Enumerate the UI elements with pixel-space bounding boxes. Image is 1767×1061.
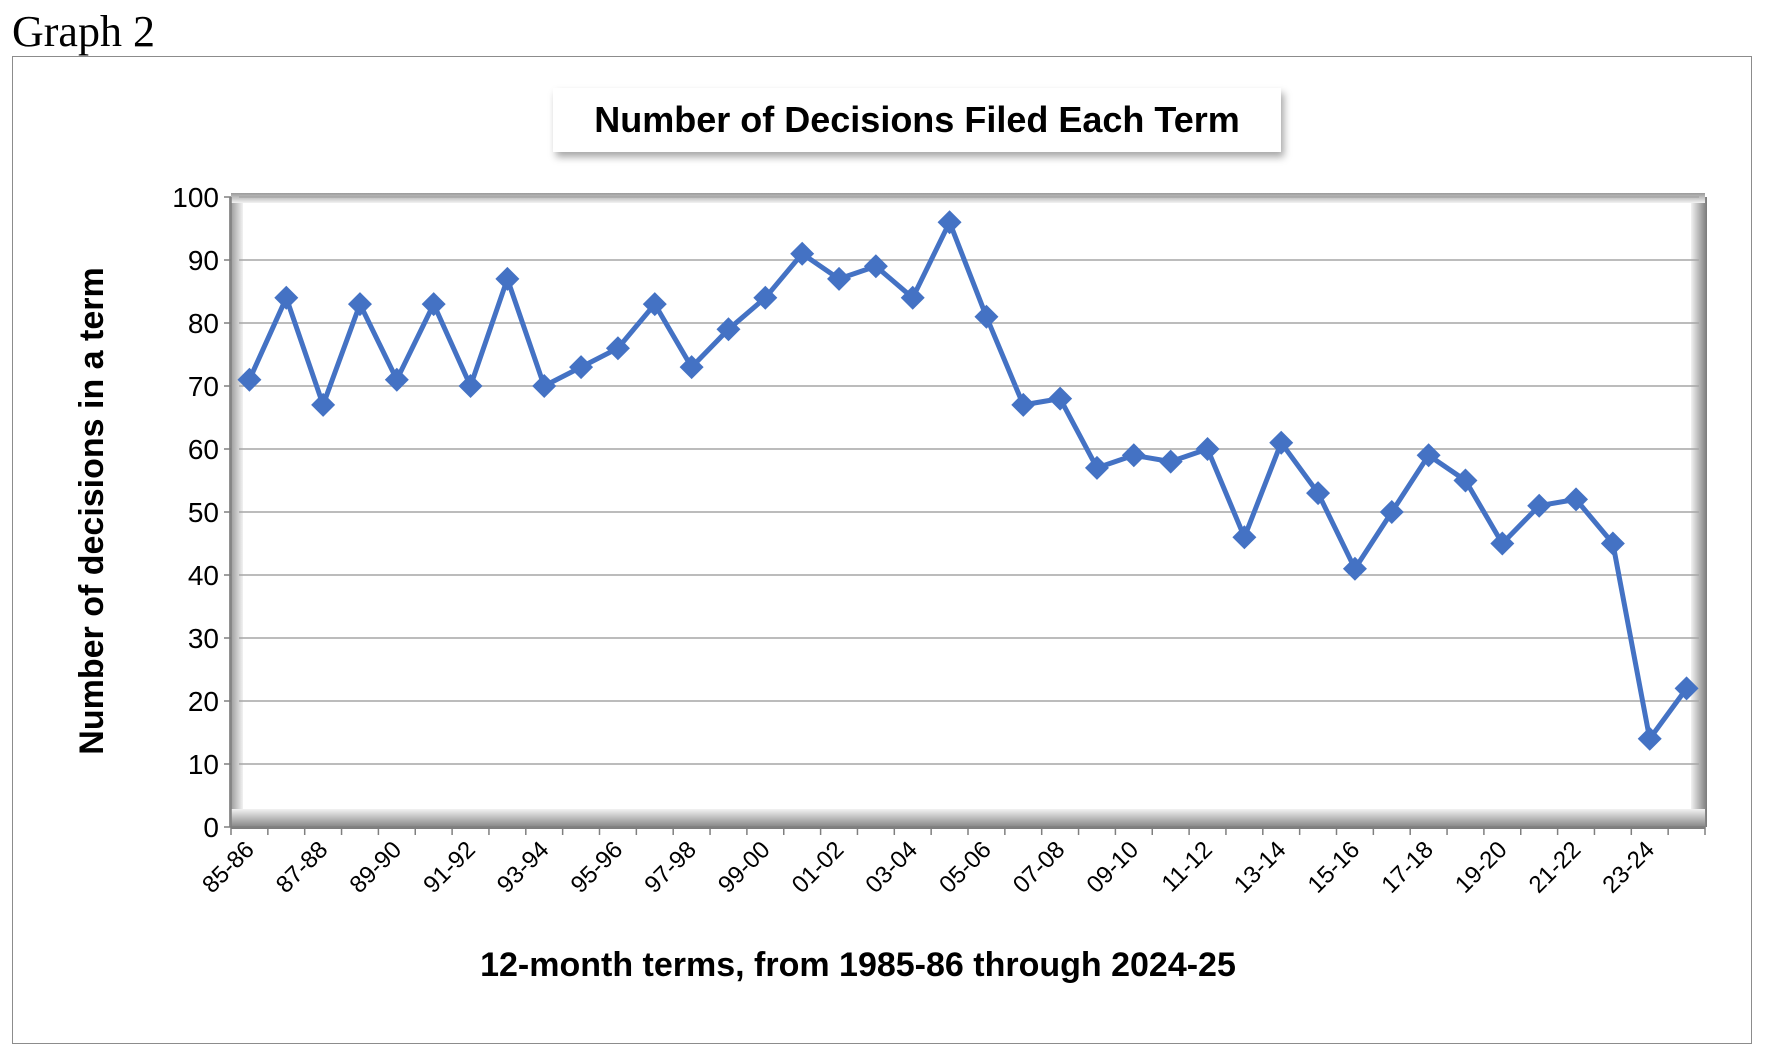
- plot-bevel-bottom: [231, 809, 1705, 829]
- data-point-marker: [458, 374, 483, 398]
- data-point-marker: [863, 254, 888, 279]
- data-point-marker: [790, 241, 815, 266]
- y-tick-label: 40: [188, 560, 219, 591]
- plot-bevel-left: [229, 197, 243, 827]
- x-tick-label: 09-10: [1082, 836, 1145, 899]
- data-point-marker: [753, 285, 778, 310]
- chart-title-box: Number of Decisions Filed Each Term: [553, 88, 1281, 152]
- y-tick-label: 30: [188, 623, 219, 654]
- x-tick-label: 11-12: [1157, 836, 1218, 897]
- x-tick-label: 97-98: [639, 836, 702, 899]
- data-point-marker: [716, 317, 741, 342]
- data-point-marker: [347, 292, 372, 317]
- chart-frame: [12, 56, 1752, 1044]
- graph-label: Graph 2: [12, 7, 155, 56]
- x-tick-label: 15-16: [1303, 836, 1366, 899]
- y-tick-label: 60: [188, 434, 219, 465]
- x-tick-label: 91-92: [418, 836, 481, 899]
- data-point-marker: [1121, 443, 1146, 468]
- y-tick-label: 10: [188, 749, 219, 780]
- data-point-marker: [827, 266, 852, 291]
- data-point-marker: [1637, 726, 1662, 751]
- y-axis-ticks: 0 10 20 30 40 50 60 70 80 90 100: [172, 182, 231, 843]
- x-tick-label: 07-08: [1008, 836, 1071, 899]
- chart-title: Number of Decisions Filed Each Term: [594, 99, 1240, 140]
- plot-bevel-top: [231, 193, 1705, 203]
- x-tick-label: 99-00: [713, 836, 776, 899]
- data-point-marker: [1084, 455, 1109, 480]
- x-tick-label: 95-96: [566, 836, 629, 899]
- x-tick-label: 01-02: [787, 836, 850, 899]
- data-point-marker: [495, 266, 520, 291]
- series-line: [247, 219, 1689, 742]
- y-tick-label: 20: [188, 686, 219, 717]
- data-point-marker: [1527, 493, 1552, 518]
- data-point-marker: [384, 367, 409, 392]
- data-point-marker: [274, 285, 299, 310]
- data-point-marker: [421, 292, 446, 317]
- data-point-marker: [605, 336, 630, 361]
- data-point-marker: [532, 374, 557, 398]
- data-point-marker: [1048, 386, 1073, 411]
- data-point-marker: [1195, 437, 1220, 461]
- data-point-marker: [679, 355, 704, 380]
- data-point-marker: [1416, 443, 1441, 468]
- data-point-marker: [1564, 487, 1589, 512]
- data-point-marker: [974, 304, 999, 329]
- x-tick-label: 87-88: [271, 836, 334, 899]
- x-tick-label: 93-94: [492, 836, 555, 899]
- data-point-marker: [1306, 481, 1331, 506]
- data-point-marker: [1490, 531, 1515, 556]
- data-point-marker: [1269, 430, 1294, 455]
- series-polyline: [247, 219, 1689, 742]
- y-tick-label: 80: [188, 308, 219, 339]
- series-markers: [237, 210, 1699, 751]
- x-axis-title: 12-month terms, from 1985-86 through 202…: [480, 946, 1236, 984]
- x-tick-label: 17-18: [1376, 836, 1439, 899]
- x-tick-label: 85-86: [197, 836, 260, 899]
- data-point-marker: [569, 355, 594, 380]
- y-tick-label: 90: [188, 245, 219, 276]
- x-tick-label: 19-20: [1450, 836, 1513, 899]
- data-point-marker: [900, 285, 925, 310]
- data-point-marker: [1674, 676, 1699, 701]
- x-tick-label: 13-14: [1229, 836, 1292, 899]
- y-axis-title: Number of decisions in a term: [73, 267, 111, 754]
- data-point-marker: [1453, 468, 1478, 493]
- x-tick-label: 03-04: [860, 836, 923, 899]
- y-tick-label: 70: [188, 371, 219, 402]
- y-tick-label: 50: [188, 497, 219, 528]
- data-point-marker: [311, 392, 336, 417]
- data-point-marker: [642, 292, 667, 317]
- x-tick-label: 05-06: [934, 836, 997, 899]
- data-point-marker: [1600, 531, 1625, 556]
- data-point-marker: [1342, 556, 1367, 581]
- data-point-marker: [937, 210, 962, 235]
- data-point-marker: [1011, 392, 1036, 417]
- data-point-marker: [1232, 525, 1257, 550]
- x-tick-label: 89-90: [345, 836, 408, 899]
- y-tick-label: 100: [172, 182, 219, 213]
- data-point-marker: [237, 367, 262, 392]
- data-point-marker: [1379, 500, 1404, 524]
- y-tick-label: 0: [203, 812, 219, 843]
- x-tick-label: 21-22: [1524, 836, 1587, 899]
- data-point-marker: [1158, 449, 1183, 474]
- x-tick-label: 23-24: [1597, 836, 1660, 899]
